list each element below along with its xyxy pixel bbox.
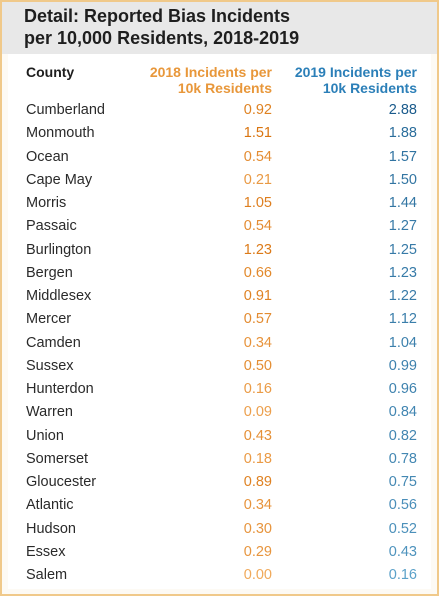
county-name-cell: Middlesex xyxy=(26,288,92,304)
county-name-cell: Cape May xyxy=(26,171,93,188)
value-2019-cell: 0.56 xyxy=(388,497,417,514)
table-row: Burlington 1.23 1.25 xyxy=(8,239,431,262)
value-2018-cell: 0.34 xyxy=(243,497,272,514)
table-row: Hunterdon 0.16 0.96 xyxy=(8,378,431,401)
column-header-2019-line-1: 2019 Incidents per xyxy=(294,64,417,80)
value-2018-cell: 0.92 xyxy=(243,102,272,118)
value-2019-cell: 0.43 xyxy=(388,543,417,560)
table-row: Monmouth 1.51 1.88 xyxy=(8,122,431,145)
value-2018-cell: 0.29 xyxy=(243,543,272,560)
county-name-cell: Sussex xyxy=(26,357,74,374)
value-2018-cell: 0.43 xyxy=(243,427,272,444)
value-2019-cell: 1.44 xyxy=(388,195,417,211)
county-name-cell: Cumberland xyxy=(26,102,105,118)
county-name-cell: Hudson xyxy=(26,520,76,537)
value-2019-cell: 1.04 xyxy=(388,334,417,351)
value-2019-cell: 1.12 xyxy=(388,311,417,328)
table-row: Warren 0.09 0.84 xyxy=(8,401,431,424)
value-2019-cell: 0.82 xyxy=(388,427,417,444)
value-2018-cell: 0.21 xyxy=(243,171,272,188)
value-2018-cell: 0.89 xyxy=(243,474,272,490)
value-2019-cell: 0.99 xyxy=(388,357,417,374)
value-2018-cell: 1.05 xyxy=(243,195,272,211)
table-row: Cumberland 0.92 2.88 xyxy=(8,99,431,122)
value-2019-cell: 0.16 xyxy=(388,567,417,583)
county-name-cell: Monmouth xyxy=(26,125,95,142)
table-row: Sussex 0.50 0.99 xyxy=(8,355,431,378)
chart-title: Detail: Reported Bias Incidents per 10,0… xyxy=(24,5,424,49)
value-2018-cell: 0.54 xyxy=(243,148,272,165)
value-2019-cell: 1.88 xyxy=(388,125,417,142)
column-header-2019: 2019 Incidents per 10k Residents xyxy=(272,64,417,96)
table-row: Morris 1.05 1.44 xyxy=(8,192,431,215)
chart-title-line-2: per 10,000 Residents, 2018-2019 xyxy=(24,28,300,48)
column-header-2018-line-2: 10k Residents xyxy=(177,80,272,96)
county-name-cell: Gloucester xyxy=(26,474,97,490)
county-name-cell: Somerset xyxy=(26,450,89,467)
value-2019-cell: 1.57 xyxy=(388,148,417,165)
table-row: Camden 0.34 1.04 xyxy=(8,332,431,355)
data-table: County 2018 Incidents per 10k Residents … xyxy=(8,54,431,589)
chart-title-line-1: Detail: Reported Bias Incidents xyxy=(24,6,291,26)
county-name-cell: Essex xyxy=(26,543,66,560)
county-name-cell: Ocean xyxy=(26,148,69,165)
value-2018-cell: 0.00 xyxy=(243,567,272,583)
value-2019-cell: 1.50 xyxy=(388,171,417,188)
value-2018-cell: 0.91 xyxy=(243,288,272,304)
table-row: Essex 0.29 0.43 xyxy=(8,541,431,564)
table-row: Bergen 0.66 1.23 xyxy=(8,262,431,285)
county-name-cell: Union xyxy=(26,427,64,444)
value-2018-cell: 0.09 xyxy=(243,404,272,421)
county-name-cell: Mercer xyxy=(26,311,72,328)
table-row: Gloucester 0.89 0.75 xyxy=(8,471,431,494)
title-band: Detail: Reported Bias Incidents per 10,0… xyxy=(2,2,437,54)
table-row: Cape May 0.21 1.50 xyxy=(8,169,431,192)
value-2018-cell: 0.54 xyxy=(243,218,272,235)
value-2019-cell: 1.25 xyxy=(388,241,417,258)
value-2018-cell: 1.23 xyxy=(243,241,272,258)
value-2018-cell: 0.30 xyxy=(243,520,272,537)
value-2019-cell: 2.88 xyxy=(388,102,417,118)
table-row: Hudson 0.30 0.52 xyxy=(8,518,431,541)
value-2019-cell: 0.96 xyxy=(388,381,417,397)
value-2018-cell: 0.34 xyxy=(243,334,272,351)
county-name-cell: Salem xyxy=(26,567,68,583)
value-2018-cell: 0.16 xyxy=(243,381,272,397)
table-row: Passaic 0.54 1.27 xyxy=(8,215,431,238)
value-2019-cell: 1.23 xyxy=(388,264,417,281)
column-header-county: County xyxy=(26,64,74,80)
county-name-cell: Warren xyxy=(26,404,73,421)
county-name-cell: Hunterdon xyxy=(26,381,94,397)
county-name-cell: Morris xyxy=(26,195,67,211)
value-2018-cell: 0.66 xyxy=(243,264,272,281)
value-2018-cell: 1.51 xyxy=(243,125,272,142)
table-row: Somerset 0.18 0.78 xyxy=(8,448,431,471)
county-name-cell: Camden xyxy=(26,334,81,351)
county-name-cell: Burlington xyxy=(26,241,92,258)
county-name-cell: Passaic xyxy=(26,218,77,235)
table-row: Salem 0.00 0.16 xyxy=(8,564,431,587)
county-name-cell: Bergen xyxy=(26,264,73,281)
table-row: Atlantic 0.34 0.56 xyxy=(8,494,431,517)
column-header-2018: 2018 Incidents per 10k Residents xyxy=(132,64,272,96)
value-2018-cell: 0.57 xyxy=(243,311,272,328)
value-2019-cell: 0.52 xyxy=(388,520,417,537)
value-2019-cell: 1.27 xyxy=(388,218,417,235)
value-2018-cell: 0.18 xyxy=(243,450,272,467)
column-header-2018-line-1: 2018 Incidents per xyxy=(149,64,272,80)
value-2019-cell: 1.22 xyxy=(388,288,417,304)
table-row: Mercer 0.57 1.12 xyxy=(8,308,431,331)
table-row: Ocean 0.54 1.57 xyxy=(8,146,431,169)
table-row: Union 0.43 0.82 xyxy=(8,425,431,448)
column-header-county-label: County xyxy=(26,64,75,80)
value-2019-cell: 0.78 xyxy=(388,450,417,467)
column-header-2019-line-2: 10k Residents xyxy=(322,80,417,96)
value-2018-cell: 0.50 xyxy=(243,357,272,374)
table-row: Middlesex 0.91 1.22 xyxy=(8,285,431,308)
value-2019-cell: 0.84 xyxy=(388,404,417,421)
county-name-cell: Atlantic xyxy=(26,497,74,514)
value-2019-cell: 0.75 xyxy=(388,474,417,490)
